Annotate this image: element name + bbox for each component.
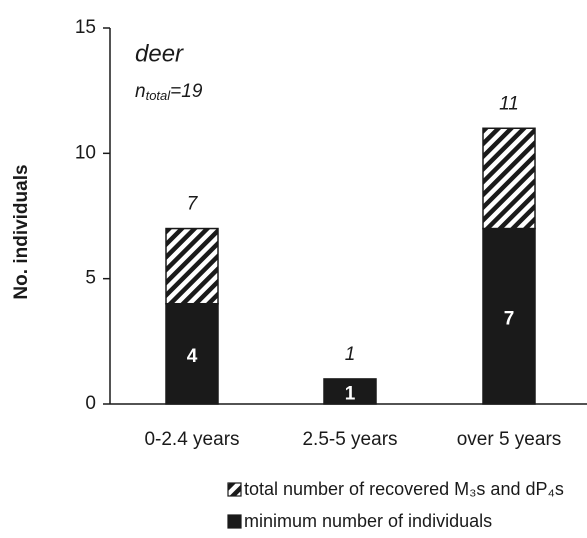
total-label: 1	[345, 344, 356, 365]
annotation-part: total	[146, 88, 172, 103]
total-label: 7	[187, 194, 199, 215]
annotation-part: n	[135, 81, 146, 102]
annotation-part: =19	[170, 81, 203, 102]
data-label: 7	[504, 308, 515, 329]
bar-segment	[165, 227, 219, 305]
y-tick-label: 10	[75, 142, 96, 163]
y-tick-label: 15	[75, 17, 96, 38]
y-axis-label: No. individuals	[11, 164, 32, 299]
x-tick-label: over 5 years	[457, 429, 562, 450]
legend-swatch	[227, 482, 242, 497]
legend-label: total number of recovered M₃s and dP₄s	[244, 479, 564, 499]
bar-segment	[482, 227, 536, 405]
bar-segment	[482, 127, 536, 230]
legend-label: minimum number of individuals	[244, 511, 492, 531]
legend-swatch	[227, 514, 242, 529]
annotation: ntotal=19	[135, 81, 203, 103]
data-label: 4	[187, 346, 198, 367]
bar-segment	[165, 302, 219, 405]
y-tick-label: 5	[85, 268, 96, 289]
total-label: 11	[499, 93, 519, 114]
x-tick-label: 2.5-5 years	[302, 429, 397, 450]
data-label: 1	[345, 383, 356, 404]
x-tick-label: 0-2.4 years	[144, 429, 239, 450]
annotation: deer	[135, 40, 184, 67]
y-tick-label: 0	[85, 393, 96, 414]
bar-segment	[323, 378, 377, 405]
